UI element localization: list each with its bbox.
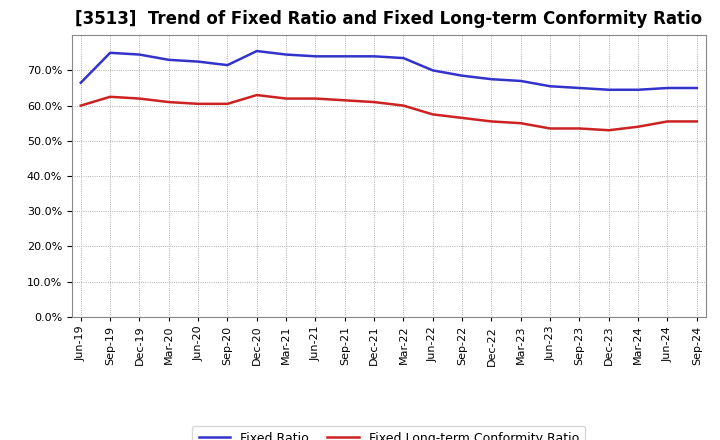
Fixed Ratio bbox=[311, 54, 320, 59]
Fixed Ratio bbox=[428, 68, 437, 73]
Fixed Ratio bbox=[76, 80, 85, 85]
Fixed Ratio bbox=[106, 50, 114, 55]
Fixed Long-term Conformity Ratio bbox=[458, 115, 467, 121]
Fixed Long-term Conformity Ratio bbox=[605, 128, 613, 133]
Fixed Ratio bbox=[370, 54, 379, 59]
Fixed Ratio bbox=[399, 55, 408, 61]
Fixed Ratio bbox=[634, 87, 642, 92]
Fixed Ratio bbox=[663, 85, 672, 91]
Fixed Long-term Conformity Ratio bbox=[164, 99, 173, 105]
Fixed Long-term Conformity Ratio bbox=[253, 92, 261, 98]
Fixed Ratio bbox=[605, 87, 613, 92]
Fixed Ratio bbox=[546, 84, 554, 89]
Fixed Long-term Conformity Ratio bbox=[223, 101, 232, 106]
Fixed Ratio bbox=[253, 48, 261, 54]
Fixed Long-term Conformity Ratio bbox=[399, 103, 408, 108]
Fixed Long-term Conformity Ratio bbox=[634, 124, 642, 129]
Fixed Long-term Conformity Ratio bbox=[663, 119, 672, 124]
Fixed Long-term Conformity Ratio bbox=[487, 119, 496, 124]
Fixed Long-term Conformity Ratio bbox=[194, 101, 202, 106]
Fixed Ratio bbox=[282, 52, 290, 57]
Fixed Long-term Conformity Ratio bbox=[428, 112, 437, 117]
Fixed Long-term Conformity Ratio bbox=[106, 94, 114, 99]
Fixed Ratio bbox=[135, 52, 144, 57]
Fixed Long-term Conformity Ratio bbox=[341, 98, 349, 103]
Fixed Long-term Conformity Ratio bbox=[76, 103, 85, 108]
Fixed Ratio bbox=[575, 85, 584, 91]
Legend: Fixed Ratio, Fixed Long-term Conformity Ratio: Fixed Ratio, Fixed Long-term Conformity … bbox=[192, 426, 585, 440]
Fixed Long-term Conformity Ratio bbox=[282, 96, 290, 101]
Fixed Long-term Conformity Ratio bbox=[311, 96, 320, 101]
Fixed Ratio bbox=[223, 62, 232, 68]
Fixed Ratio bbox=[341, 54, 349, 59]
Fixed Long-term Conformity Ratio bbox=[693, 119, 701, 124]
Line: Fixed Ratio: Fixed Ratio bbox=[81, 51, 697, 90]
Fixed Ratio bbox=[693, 85, 701, 91]
Fixed Ratio bbox=[194, 59, 202, 64]
Fixed Ratio bbox=[516, 78, 525, 84]
Line: Fixed Long-term Conformity Ratio: Fixed Long-term Conformity Ratio bbox=[81, 95, 697, 130]
Fixed Long-term Conformity Ratio bbox=[516, 121, 525, 126]
Fixed Long-term Conformity Ratio bbox=[135, 96, 144, 101]
Title: [3513]  Trend of Fixed Ratio and Fixed Long-term Conformity Ratio: [3513] Trend of Fixed Ratio and Fixed Lo… bbox=[75, 10, 703, 28]
Fixed Long-term Conformity Ratio bbox=[370, 99, 379, 105]
Fixed Ratio bbox=[487, 77, 496, 82]
Fixed Ratio bbox=[164, 57, 173, 62]
Fixed Ratio bbox=[458, 73, 467, 78]
Fixed Long-term Conformity Ratio bbox=[546, 126, 554, 131]
Fixed Long-term Conformity Ratio bbox=[575, 126, 584, 131]
